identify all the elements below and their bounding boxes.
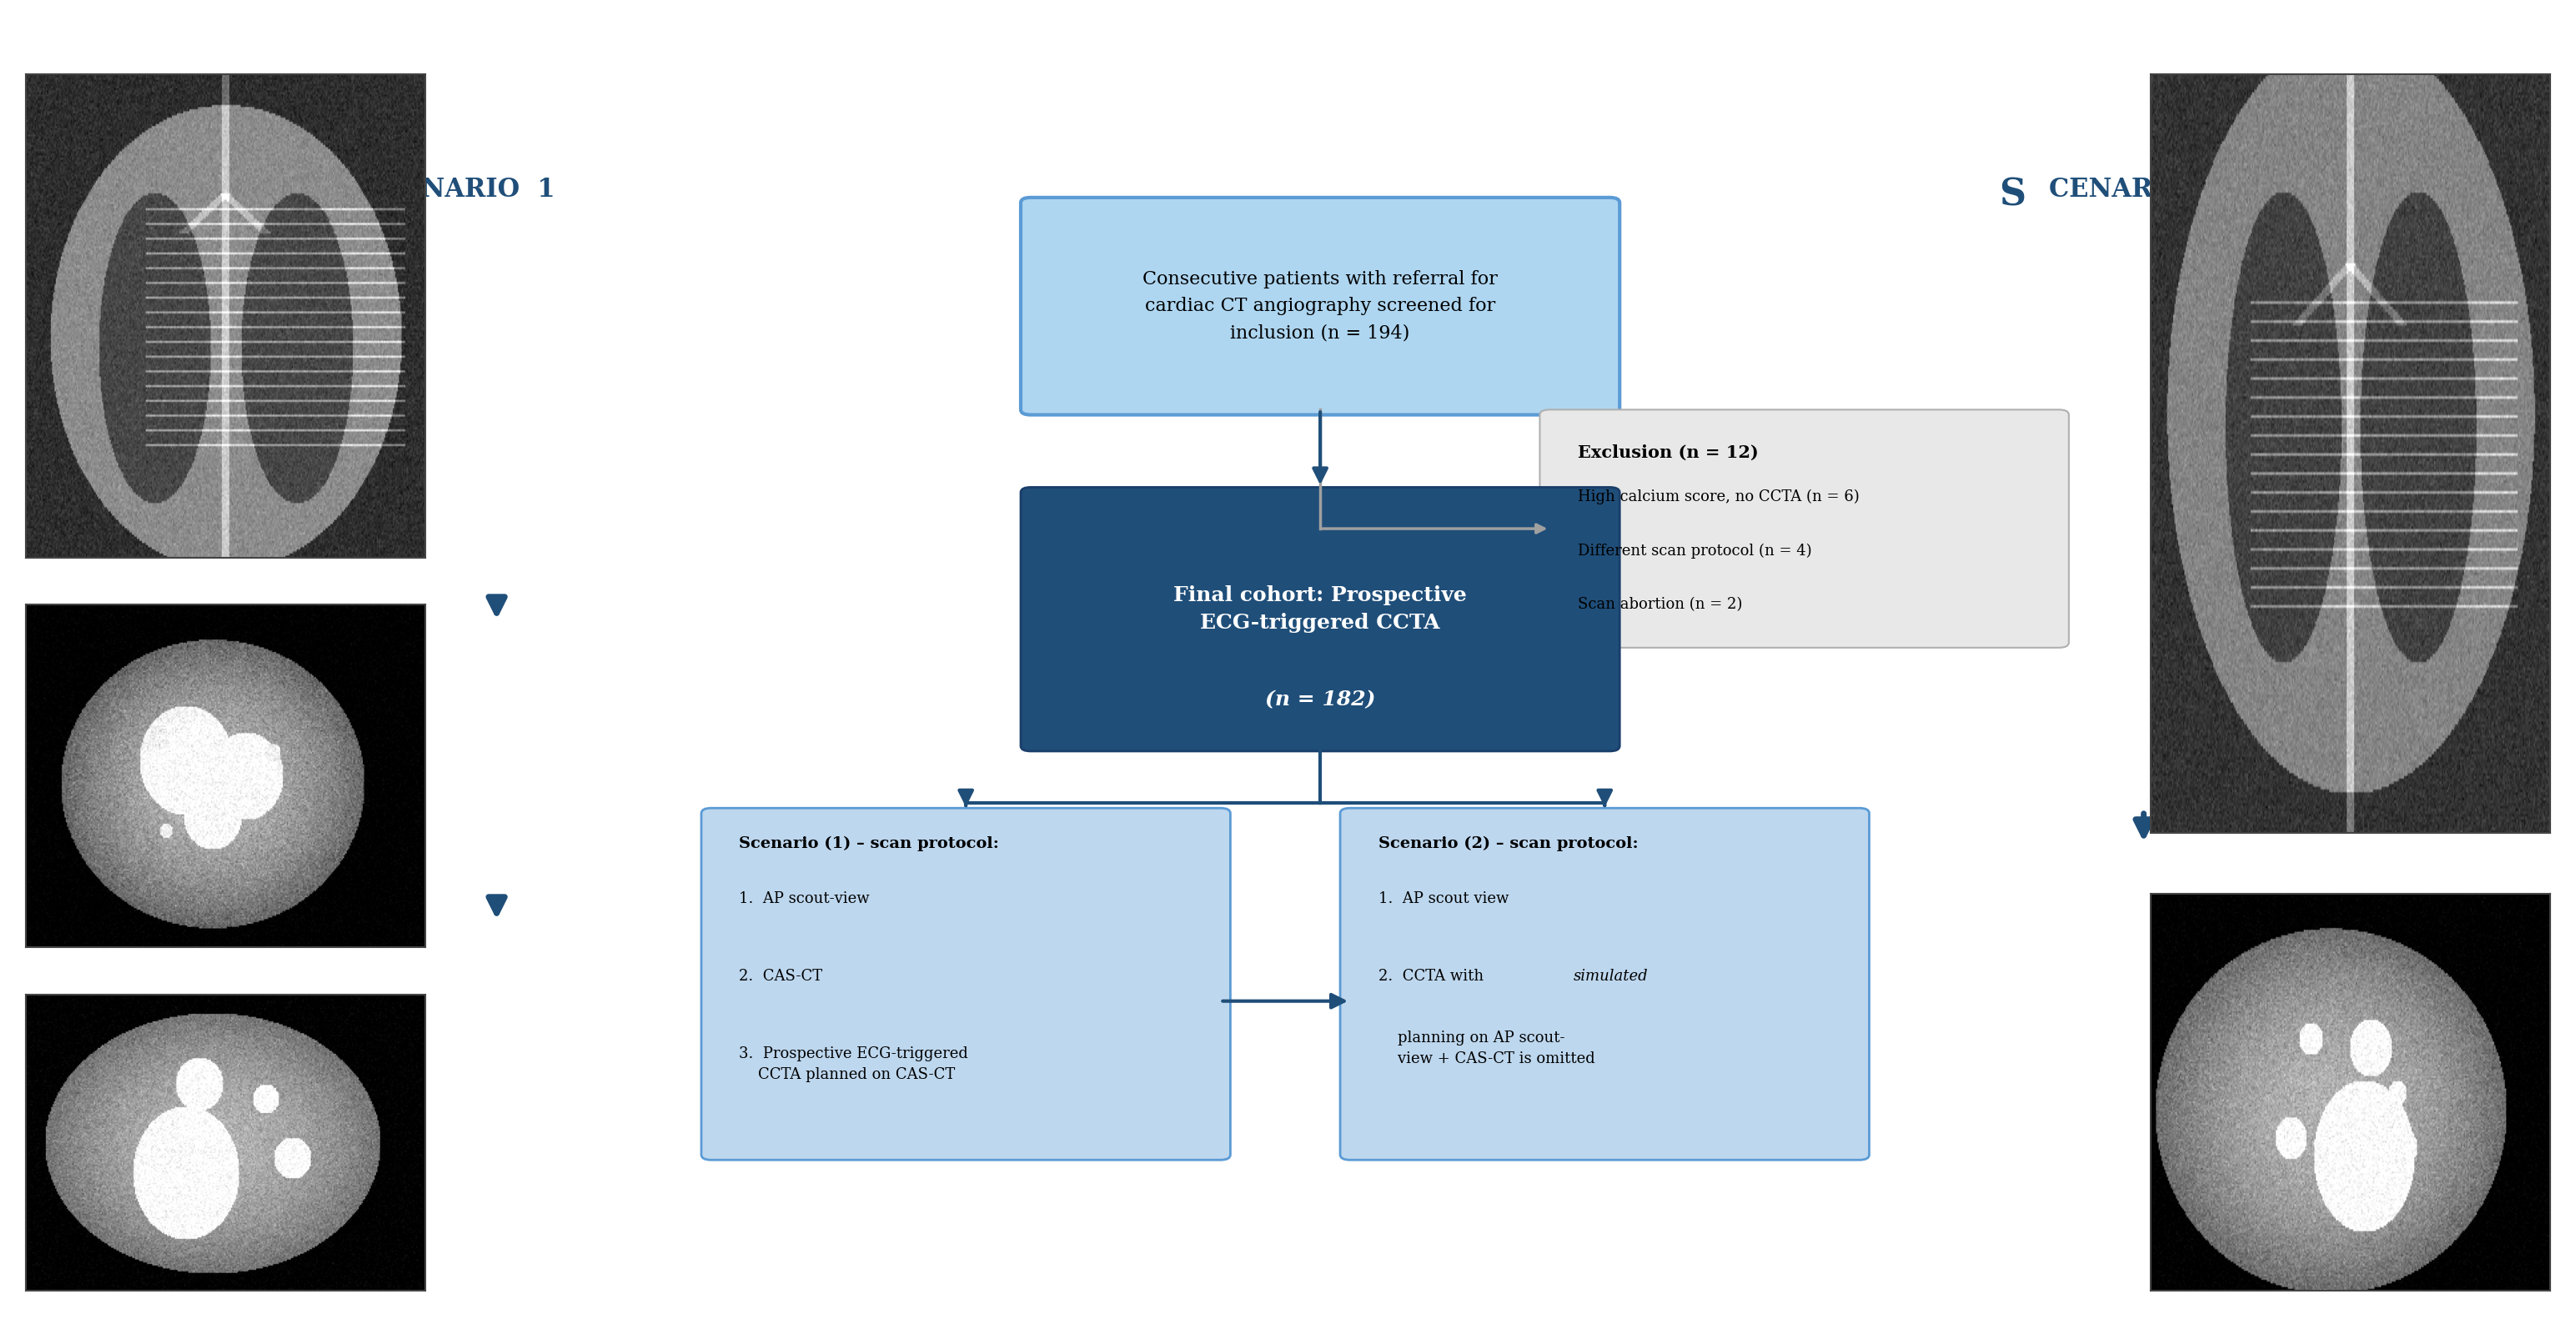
Text: Final cohort: Prospective
ECG-triggered CCTA: Final cohort: Prospective ECG-triggered … — [1175, 585, 1466, 633]
Text: Scenario (1) – scan protocol:: Scenario (1) – scan protocol: — [739, 836, 999, 851]
Text: Exclusion (n = 12): Exclusion (n = 12) — [1577, 444, 1759, 461]
FancyBboxPatch shape — [701, 808, 1231, 1160]
Text: (n = 182): (n = 182) — [1265, 689, 1376, 710]
Text: 2.  CAS-CT: 2. CAS-CT — [739, 969, 822, 984]
Text: Different scan protocol (n = 4): Different scan protocol (n = 4) — [1577, 543, 1811, 558]
FancyBboxPatch shape — [1540, 410, 2069, 648]
FancyBboxPatch shape — [1020, 198, 1620, 415]
FancyBboxPatch shape — [1340, 808, 1870, 1160]
Text: Consecutive patients with referral for
cardiac CT angiography screened for
inclu: Consecutive patients with referral for c… — [1144, 270, 1497, 343]
Text: 2.  CCTA with: 2. CCTA with — [1378, 969, 1489, 984]
Text: High calcium score, no CCTA (n = 6): High calcium score, no CCTA (n = 6) — [1577, 489, 1860, 504]
Text: CENARIO  1: CENARIO 1 — [381, 177, 554, 203]
Text: CENARIO  2: CENARIO 2 — [2048, 177, 2223, 203]
Text: planning on AP scout-
    view + CAS-CT is omitted: planning on AP scout- view + CAS-CT is o… — [1378, 1031, 1595, 1066]
Text: 3.  Prospective ECG-triggered
    CCTA planned on CAS-CT: 3. Prospective ECG-triggered CCTA planne… — [739, 1046, 969, 1082]
Text: 1.  AP scout view: 1. AP scout view — [1378, 891, 1510, 906]
Text: 1.  AP scout-view: 1. AP scout-view — [739, 891, 871, 906]
Text: Scan abortion (n = 2): Scan abortion (n = 2) — [1577, 597, 1741, 612]
Text: S: S — [332, 177, 358, 212]
Text: simulated: simulated — [1574, 969, 1649, 984]
Text: S: S — [1999, 177, 2025, 212]
FancyBboxPatch shape — [1020, 488, 1620, 751]
Text: Scenario (2) – scan protocol:: Scenario (2) – scan protocol: — [1378, 836, 1638, 851]
